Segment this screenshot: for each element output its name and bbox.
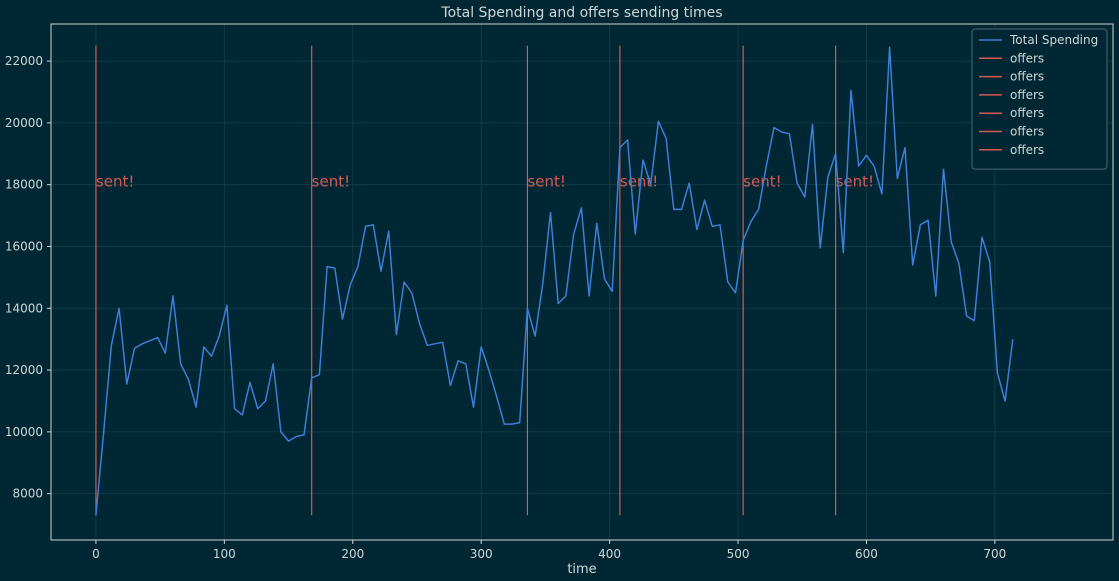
- x-tick-label: 600: [855, 547, 878, 561]
- legend-entry: offers: [1010, 51, 1044, 65]
- legend-entry: offers: [1010, 106, 1044, 120]
- series-lines: [95, 46, 1014, 516]
- x-tick-label: 400: [598, 547, 621, 561]
- x-tick-label: 500: [727, 547, 750, 561]
- sent-label: sent!: [743, 173, 781, 191]
- legend-entry: offers: [1010, 125, 1044, 139]
- legend-box: [971, 28, 1108, 170]
- x-tick-label: 700: [983, 547, 1006, 561]
- x-tick-label: 200: [341, 547, 364, 561]
- y-tick-label: 8000: [12, 487, 43, 501]
- x-tick-label: 100: [213, 547, 236, 561]
- y-tick-label: 16000: [5, 239, 43, 253]
- sent-label: sent!: [836, 173, 874, 191]
- y-tick-label: 12000: [5, 363, 43, 377]
- legend-entry: offers: [1010, 70, 1044, 84]
- sent-label: sent!: [527, 173, 565, 191]
- offer-lines: sent! sent! sent! sent! sent! sent!: [95, 45, 874, 516]
- y-axis-ticks: 8000 10000 12000 14000 16000 18000 20000 22000: [5, 54, 51, 501]
- plot-frame: [50, 23, 1114, 541]
- y-tick-label: 14000: [5, 301, 43, 315]
- legend-entry: offers: [1010, 143, 1044, 157]
- x-axis-label: time: [567, 562, 596, 577]
- grid: [51, 24, 1113, 540]
- legend: Total Spending offers offers offers offers of…: [971, 28, 1108, 170]
- series-line-total-spending: [95, 46, 1014, 516]
- y-tick-label: 20000: [5, 116, 43, 130]
- x-tick-label: 0: [92, 547, 100, 561]
- y-tick-label: 10000: [5, 425, 43, 439]
- y-tick-label: 22000: [5, 54, 43, 68]
- x-axis-ticks: 0 100 200 300 400 500 600 700: [92, 540, 1006, 561]
- legend-entry: offers: [1010, 88, 1044, 102]
- chart-title: Total Spending and offers sending times: [440, 5, 722, 21]
- sent-label: sent!: [312, 173, 350, 191]
- x-tick-label: 300: [470, 547, 493, 561]
- legend-entry: Total Spending: [1009, 33, 1098, 47]
- y-tick-label: 18000: [5, 178, 43, 192]
- sent-label: sent!: [96, 173, 134, 191]
